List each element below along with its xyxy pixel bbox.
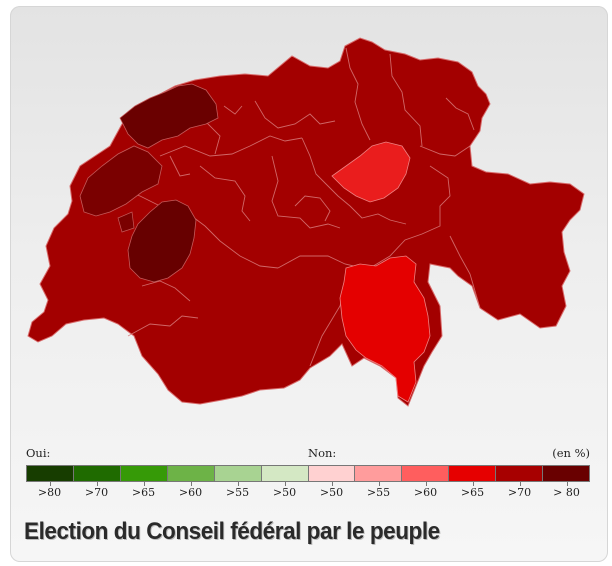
legend-tick-label: >55: [214, 482, 261, 502]
map-panel: Oui: Non: (en %) >80 >70 >65 >60 >55 >50…: [10, 6, 608, 562]
legend: Oui: Non: (en %) >80 >70 >65 >60 >55 >50…: [26, 446, 590, 506]
legend-swatch: [167, 466, 215, 481]
legend-no-label: Non:: [308, 446, 337, 460]
map-title: Election du Conseil fédéral par le peupl…: [24, 518, 440, 545]
legend-tick-label: >65: [120, 482, 167, 502]
switzerland-map: [10, 6, 608, 416]
legend-tick-label: >55: [355, 482, 402, 502]
legend-tick-label: >50: [261, 482, 308, 502]
legend-tick-label: >70: [496, 482, 543, 502]
legend-tick-label: >50: [308, 482, 355, 502]
legend-swatch: [261, 466, 309, 481]
legend-swatch: [120, 466, 168, 481]
legend-swatch: [496, 466, 544, 481]
legend-tick-labels: >80 >70 >65 >60 >55 >50 >50 >55 >60 >65 …: [26, 482, 590, 502]
region-schwyz[interactable]: [331, 141, 411, 203]
legend-swatch: [214, 466, 262, 481]
legend-yes-label: Oui:: [26, 446, 51, 460]
region-neuchatel[interactable]: [79, 145, 163, 217]
legend-swatch: [27, 466, 74, 481]
legend-swatch: [449, 466, 497, 481]
legend-tick-label: >65: [449, 482, 496, 502]
legend-swatch: [308, 466, 356, 481]
legend-swatch: [543, 466, 590, 481]
legend-color-scale: [26, 465, 590, 482]
legend-tick-label: > 80: [543, 482, 590, 502]
legend-tick-label: >70: [73, 482, 120, 502]
legend-swatch: [73, 466, 121, 481]
legend-unit-label: (en %): [552, 446, 590, 460]
region-jura[interactable]: [119, 83, 219, 149]
legend-swatch: [402, 466, 450, 481]
legend-swatch: [355, 466, 403, 481]
region-ticino[interactable]: [339, 255, 431, 403]
region-main[interactable]: [27, 37, 585, 407]
canton-borders: [109, 47, 481, 367]
region-enclave: [117, 211, 135, 233]
legend-tick-label: >60: [402, 482, 449, 502]
region-fribourg[interactable]: [127, 199, 197, 283]
legend-tick-label: >80: [26, 482, 73, 502]
legend-tick-label: >60: [167, 482, 214, 502]
